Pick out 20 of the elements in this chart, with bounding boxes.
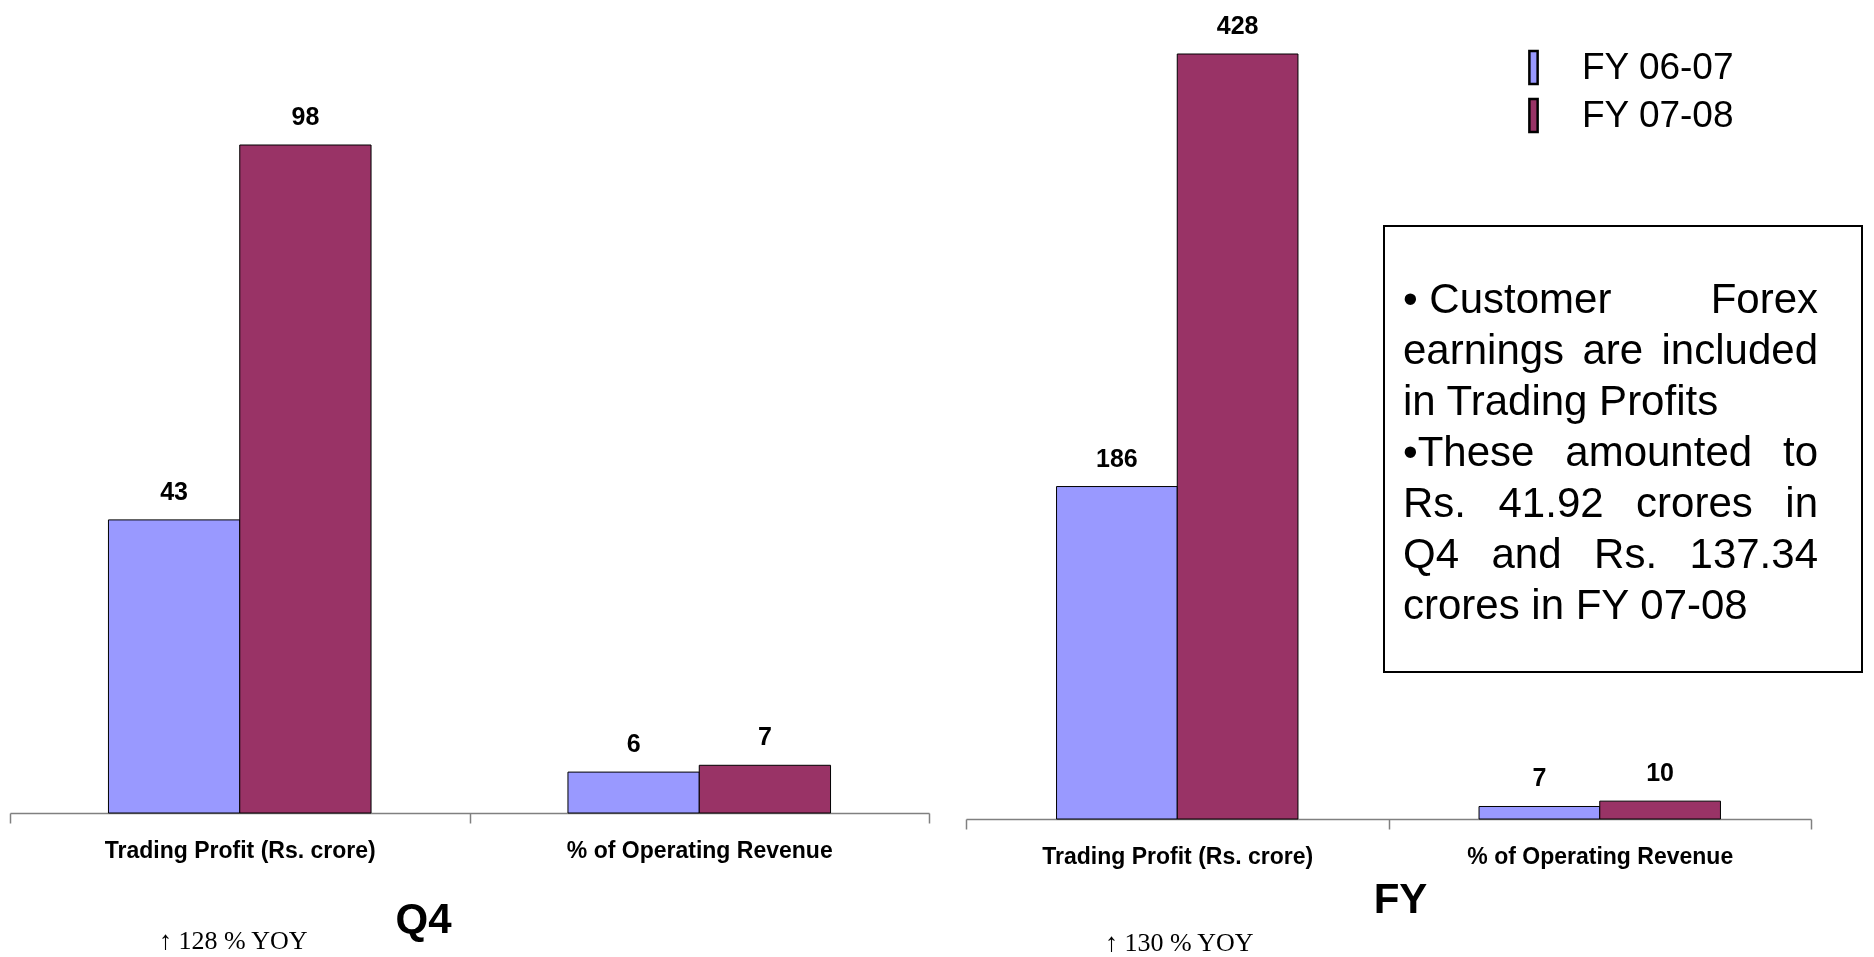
annotation: •These amounted to Rs. 41.92 crores in Q4 and Rs. 137.34 crores in FY 07-08 [1403,427,1818,630]
data-label: 428 [1216,11,1259,39]
text: Q4 [395,895,453,942]
data-label: 7 [757,722,772,751]
text: ↑ 128 % YOY [159,926,308,955]
text: FY [1373,875,1428,922]
data-label: 43 [160,476,189,505]
legend-label: FY 06-07 [1582,45,1734,87]
data-label: 7 [1532,763,1547,792]
x-tick-label: % of Operating Revenue [566,836,833,863]
data-label: 6 [626,729,641,758]
data-label: 186 [1096,443,1138,472]
text: • Customer Forex earnings are included in Trading Profits [1403,275,1818,424]
text: ↑ 130 % YOY [1105,928,1254,957]
data-label: 98 [291,102,320,130]
data-label: 10 [1646,758,1675,787]
x-tick-label: Trading Profit (Rs. crore) [1042,842,1314,869]
legend-label: FY 07-08 [1582,93,1734,135]
x-tick-label: % of Operating Revenue [1467,842,1734,869]
x-tick-label: Trading Profit (Rs. crore) [104,836,376,863]
